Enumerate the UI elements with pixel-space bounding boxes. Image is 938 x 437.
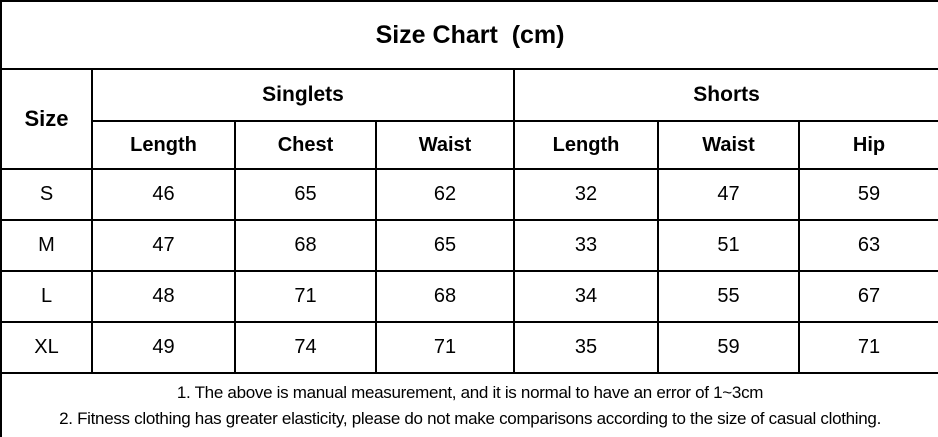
measurement-value: 71	[797, 321, 938, 374]
size-label: M	[0, 219, 93, 272]
measurement-value: 47	[657, 168, 800, 221]
measurement-value: 34	[513, 270, 659, 323]
size-label: L	[0, 270, 93, 323]
measurement-value: 71	[375, 321, 515, 374]
note-line-2: 2. Fitness clothing has greater elastici…	[59, 408, 882, 428]
col-header-singlets-chest: Chest	[234, 120, 377, 170]
table-row-l: L 48 71 68 34 55 67	[0, 270, 938, 323]
group-header-shorts: Shorts	[512, 68, 938, 122]
table-row-s: S 46 65 62 32 47 59	[0, 168, 938, 221]
measurement-value: 33	[513, 219, 659, 272]
col-header-shorts-waist: Waist	[657, 120, 800, 170]
page-title: Size Chart (cm)	[0, 0, 938, 70]
measurement-value: 48	[91, 270, 236, 323]
measurement-value: 71	[234, 270, 377, 323]
group-header-singlets: Singlets	[91, 68, 515, 122]
measurement-value: 63	[797, 219, 938, 272]
measurement-value: 68	[375, 270, 515, 323]
measurement-value: 49	[91, 321, 236, 374]
measurement-value: 59	[657, 321, 800, 374]
title-row: Size Chart (cm)	[0, 0, 938, 70]
col-header-size: Size	[0, 68, 93, 170]
measurement-value: 47	[91, 219, 236, 272]
measurement-value: 65	[375, 219, 515, 272]
col-header-singlets-length: Length	[91, 120, 236, 170]
measurement-value: 65	[234, 168, 377, 221]
table-row-m: M 47 68 65 33 51 63	[0, 219, 938, 272]
size-label: S	[0, 168, 93, 221]
table-row-xl: XL 49 74 71 35 59 71	[0, 321, 938, 374]
size-label: XL	[0, 321, 93, 374]
note-line-1: 1. The above is manual measurement, and …	[176, 382, 764, 402]
measurement-value: 46	[91, 168, 236, 221]
measurement-value: 51	[657, 219, 800, 272]
header-group-row: Size Singlets Shorts	[0, 68, 938, 170]
measurement-value: 68	[234, 219, 377, 272]
col-header-singlets-waist: Waist	[375, 120, 515, 170]
measurement-value: 32	[513, 168, 659, 221]
notes-row: 1. The above is manual measurement, and …	[0, 372, 938, 437]
header-sub-row: Length Chest Waist Length Waist Hip	[1, 120, 938, 170]
measurement-value: 67	[797, 270, 938, 323]
measurement-value: 62	[375, 168, 515, 221]
measurement-value: 55	[657, 270, 800, 323]
measurement-value: 74	[234, 321, 377, 374]
measurement-value: 59	[797, 168, 938, 221]
notes-cell: 1. The above is manual measurement, and …	[0, 372, 938, 437]
measurement-value: 35	[513, 321, 659, 374]
col-header-shorts-hip: Hip	[797, 120, 938, 170]
col-header-shorts-length: Length	[513, 120, 659, 170]
